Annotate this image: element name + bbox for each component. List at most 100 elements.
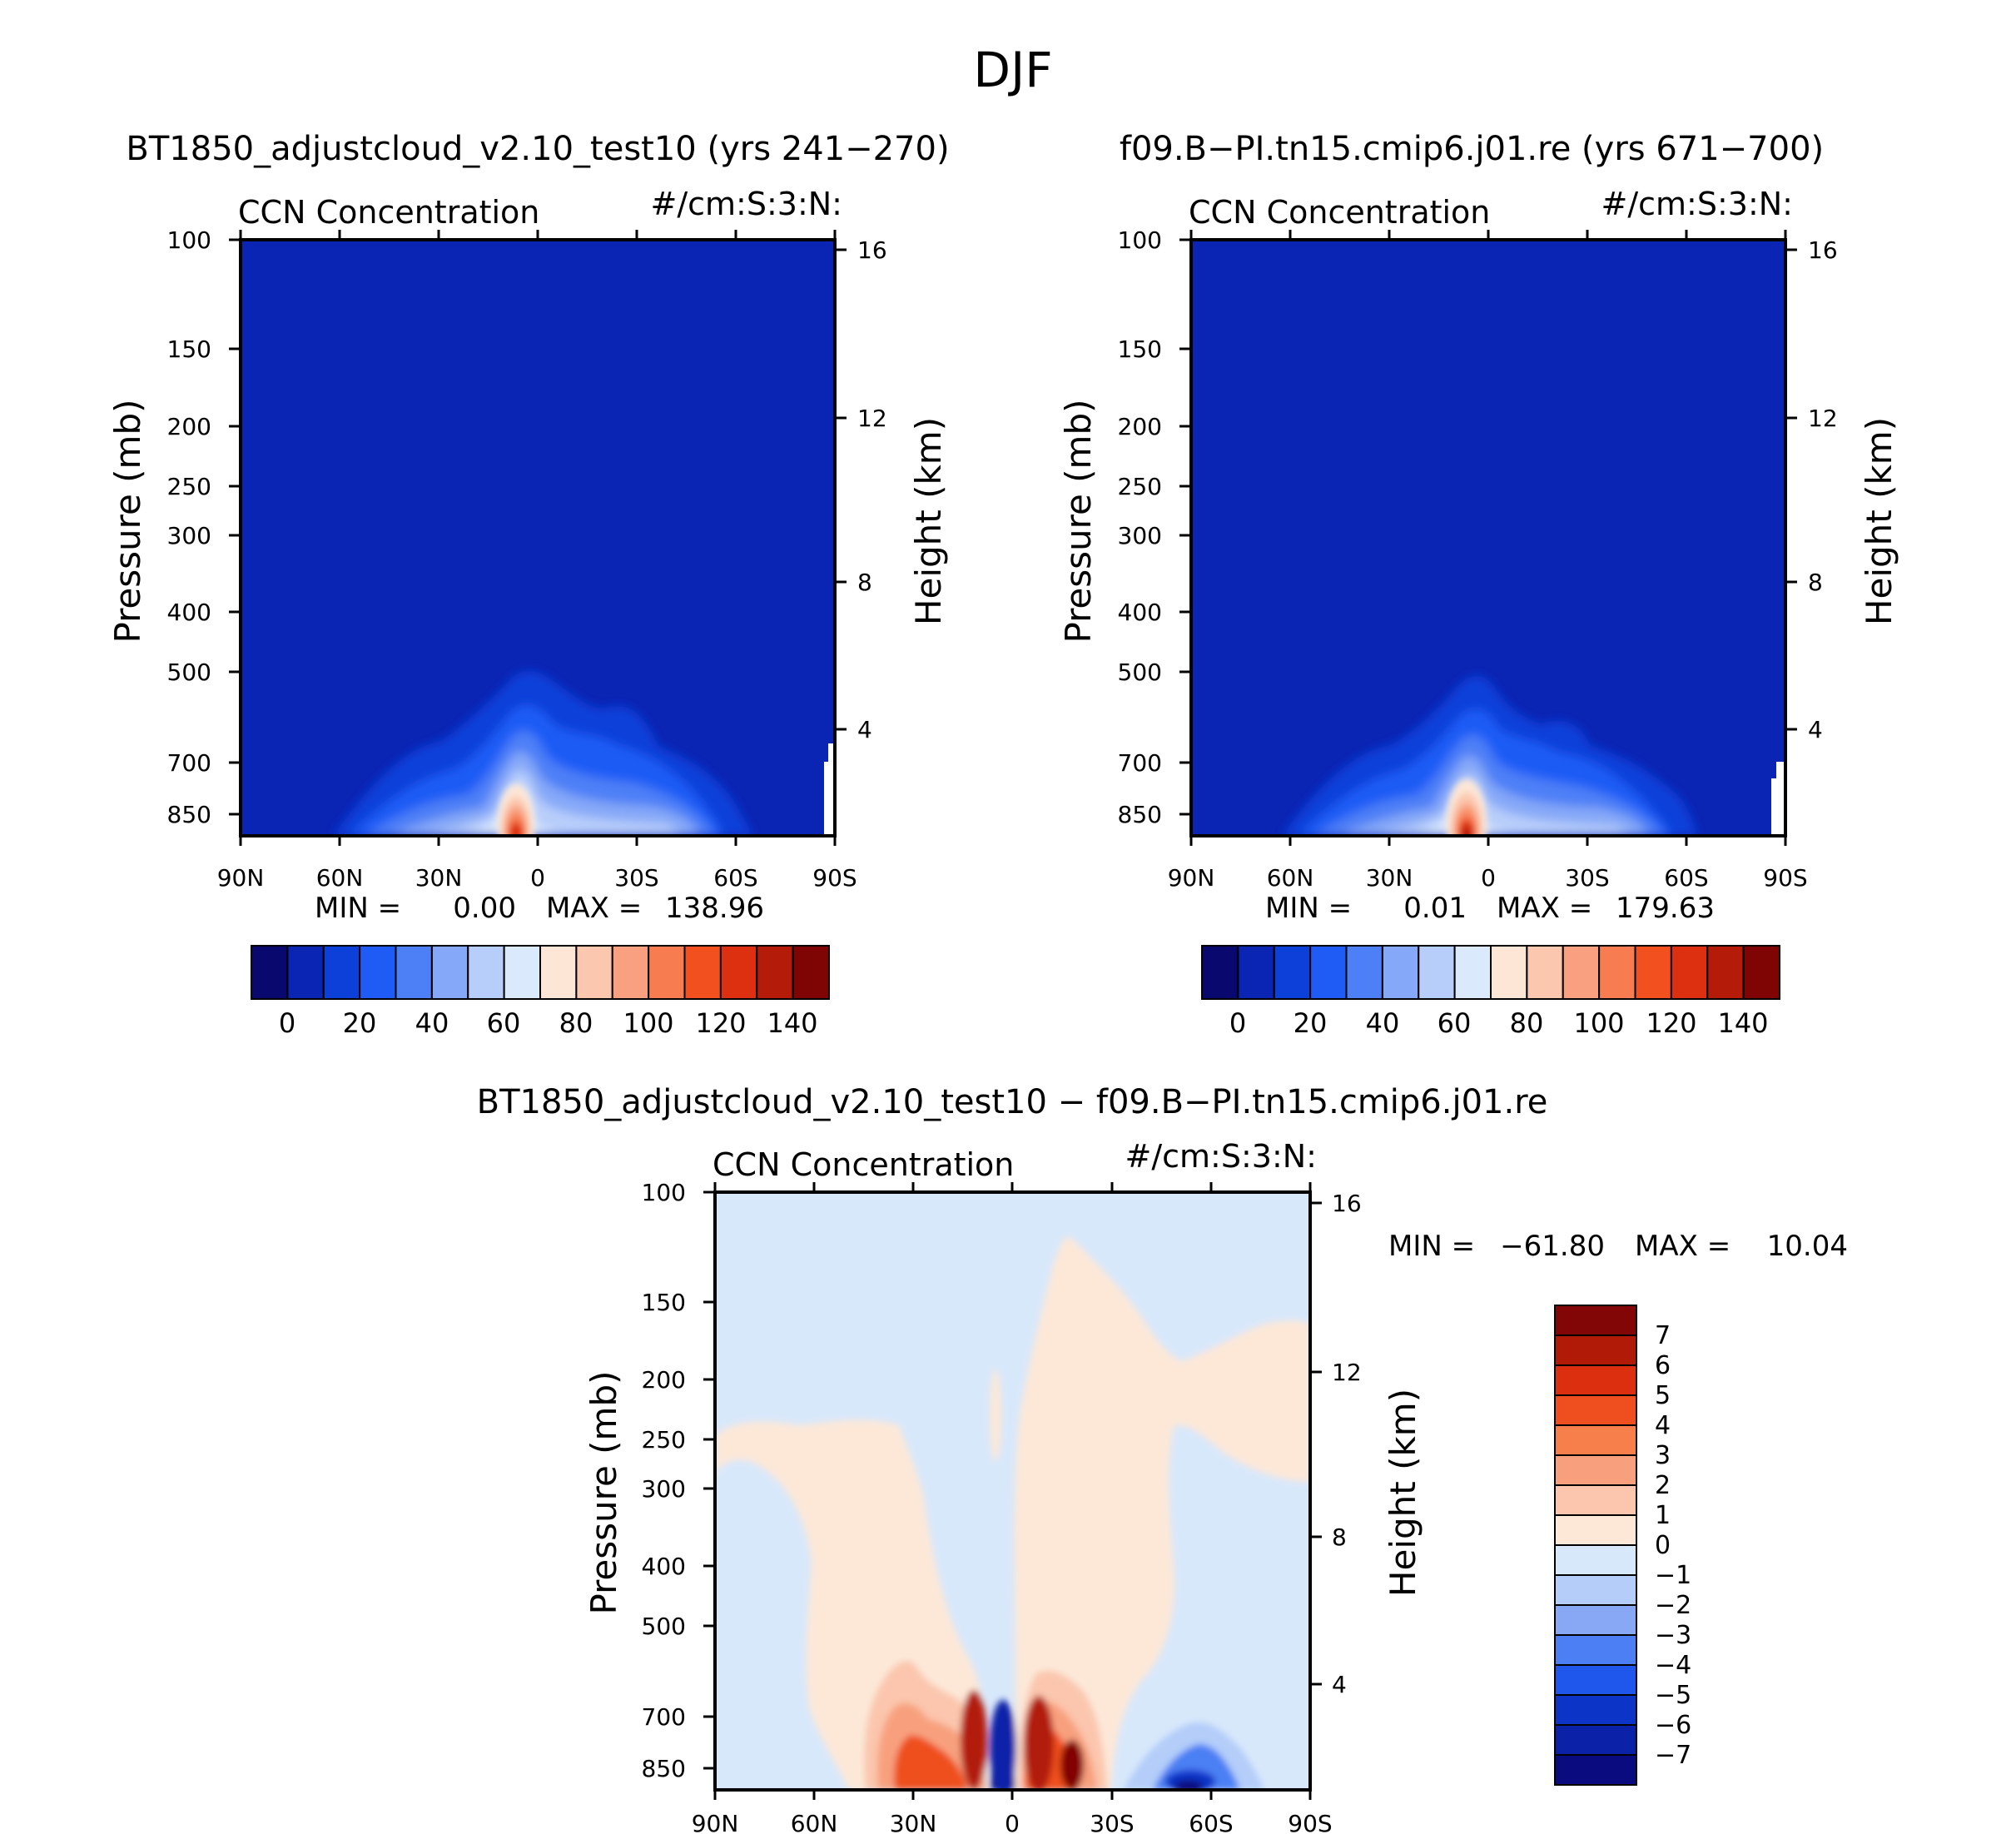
- colorbar-cell: [1554, 1394, 1637, 1426]
- y-tick-labels: 100 150 200 250 300 400 500 700 850: [642, 1179, 686, 1782]
- colorbar-label: 100: [1573, 1007, 1624, 1039]
- colorbar-label: 80: [559, 1007, 593, 1039]
- colorbar-label: −5: [1655, 1681, 1691, 1710]
- colorbar-cell: [1554, 1604, 1637, 1636]
- y2-tick-label: 16: [1332, 1190, 1362, 1217]
- y2-tick-labels: 16 12 8 4: [1808, 236, 1838, 743]
- panel-top-left: BT1850_adjustcloud_v2.10_test10 (yrs 241…: [107, 130, 950, 1039]
- colorbar-cell: [1418, 945, 1456, 1000]
- colorbar-cell: [648, 945, 686, 1000]
- y-axis-ticks: [229, 238, 241, 816]
- contour-level-5: [1373, 773, 1631, 836]
- colorbar-cell: [467, 945, 505, 1000]
- y2-axis-label: Height (km): [1383, 1389, 1423, 1597]
- colorbar-label: 140: [767, 1007, 817, 1039]
- x-tick-label: 30S: [1565, 864, 1609, 892]
- variable-label: CCN Concentration: [713, 1146, 1014, 1183]
- colorbar-labels: 0 20 40 60 80 100 120 140: [279, 1007, 818, 1039]
- colorbar-cell: [719, 945, 758, 1000]
- y-tick-label: 100: [167, 226, 211, 254]
- units-label: #/cm:S:3:N:: [1125, 1138, 1318, 1175]
- x-tick-label: 90S: [1288, 1810, 1332, 1834]
- colorbar-label: 60: [487, 1007, 521, 1039]
- y-tick-label: 850: [642, 1755, 686, 1782]
- colorbar-cell: [1237, 945, 1275, 1000]
- colorbar-cell: [251, 945, 289, 1000]
- contour-level-4: [391, 751, 699, 836]
- panel-title: BT1850_adjustcloud_v2.10_test10 − f09.B−…: [477, 1083, 1548, 1121]
- colorbar-cell: [1554, 1484, 1637, 1516]
- min-value: 0.00: [453, 892, 516, 925]
- colorbar-label: 20: [1294, 1007, 1328, 1039]
- contour-field: [1191, 240, 1785, 836]
- max-label: MAX =: [1497, 892, 1592, 925]
- contour-field: [241, 240, 835, 836]
- x-tick-label: 60N: [1267, 864, 1314, 892]
- y-tick-label: 200: [167, 413, 211, 440]
- peak-east: [1024, 1696, 1054, 1790]
- x-tick-label: 60S: [1189, 1810, 1233, 1834]
- colorbar-cell: [1554, 1305, 1637, 1336]
- colorbar-label: 140: [1717, 1007, 1768, 1039]
- y-axis-ticks: [1179, 238, 1191, 816]
- colorbar-label: 1: [1655, 1501, 1671, 1530]
- y-tick-label: 300: [642, 1475, 686, 1503]
- y2-axis-label: Height (km): [1859, 417, 1899, 625]
- y2-axis-label: Height (km): [908, 417, 949, 625]
- y2-tick-label: 8: [857, 569, 872, 596]
- colorbar-label: −3: [1655, 1621, 1691, 1650]
- colorbar-cell: [1345, 945, 1383, 1000]
- y-tick-label: 300: [1118, 522, 1162, 549]
- min-value: −61.80: [1500, 1230, 1605, 1263]
- colorbar-label: 5: [1655, 1381, 1671, 1410]
- min-label: MIN =: [315, 892, 401, 925]
- colorbar-cell: [792, 945, 830, 1000]
- colorbar-cell: [1554, 1724, 1637, 1756]
- positive-island: [990, 1369, 1001, 1461]
- min-label: MIN =: [1388, 1230, 1475, 1263]
- colorbar-cell: [1309, 945, 1348, 1000]
- variable-label: CCN Concentration: [238, 194, 539, 231]
- colorbar-label: −7: [1655, 1741, 1691, 1770]
- colorbar-cell: [1634, 945, 1672, 1000]
- colorbar: 0 20 40 60 80 100 120 140: [251, 945, 830, 1039]
- x-tick-label: 60S: [1664, 864, 1708, 892]
- y-tick-label: 700: [167, 749, 211, 777]
- colorbar-cell: [1562, 945, 1601, 1000]
- min-max-readout: MIN = 0.00 MAX = 138.96: [315, 892, 764, 925]
- y2-tick-labels: 16 12 8 4: [1332, 1190, 1362, 1698]
- y2-tick-label: 12: [1808, 405, 1838, 432]
- colorbar-label: 6: [1655, 1351, 1671, 1380]
- panel-top-right: f09.B−PI.tn15.cmip6.j01.re (yrs 671−700)…: [1058, 130, 1899, 1039]
- y2-tick-label: 8: [1332, 1523, 1347, 1551]
- colorbar-label: −1: [1655, 1561, 1691, 1590]
- colorbar-label: −4: [1655, 1651, 1691, 1680]
- variable-label: CCN Concentration: [1189, 194, 1490, 231]
- x-tick-labels: 90N 60N 30N 0 30S 60S 90S: [1168, 864, 1808, 892]
- y-tick-labels: 100 150 200 250 300 400 500 700 850: [167, 226, 211, 828]
- x-tick-labels: 90N 60N 30N 0 30S 60S 90S: [217, 864, 857, 892]
- colorbar-cell: [1273, 945, 1312, 1000]
- y-tick-label: 500: [167, 659, 211, 686]
- high-positive-west: [894, 1735, 967, 1790]
- colorbar-cell: [1554, 1754, 1637, 1786]
- peak-level-5: [509, 823, 523, 836]
- x-axis-ticks: [1189, 230, 1787, 846]
- colorbar-labels: 7 6 5 4 3 2 1 0 −1 −2 −3 −4 −5 −6 −7: [1655, 1321, 1691, 1770]
- x-tick-label: 30S: [614, 864, 658, 892]
- colorbar-label: 120: [695, 1007, 746, 1039]
- colorbar-cell: [683, 945, 722, 1000]
- contour-level-4: [1340, 755, 1648, 836]
- y2-tick-label: 16: [1808, 236, 1838, 264]
- x-tick-label: 30N: [1366, 864, 1413, 892]
- colorbar-cell: [395, 945, 433, 1000]
- x-tick-label: 90S: [1763, 864, 1807, 892]
- x-tick-label: 90S: [812, 864, 857, 892]
- y-tick-label: 100: [642, 1179, 686, 1206]
- colorbar-label: 80: [1510, 1007, 1544, 1039]
- colorbar-labels: 0 20 40 60 80 100 120 140: [1229, 1007, 1769, 1039]
- contour-level-5: [425, 769, 683, 836]
- colorbar-cell: [1201, 945, 1239, 1000]
- colorbar-cell: [1598, 945, 1636, 1000]
